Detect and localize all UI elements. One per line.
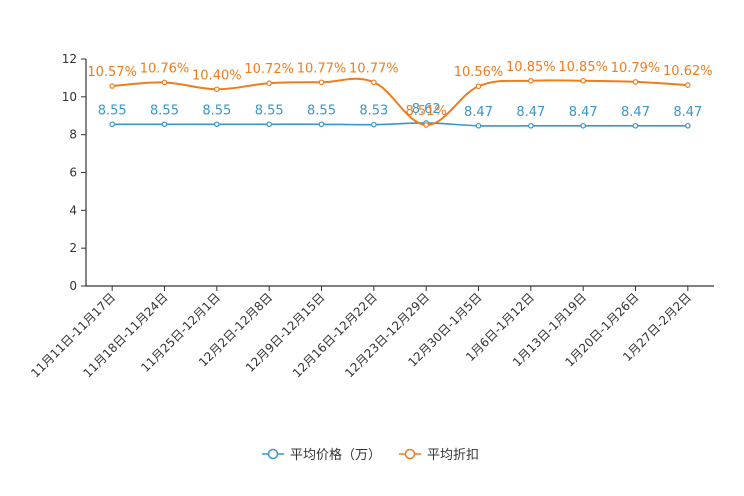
data-label: 10.62% [663, 64, 713, 79]
data-point[interactable] [632, 79, 639, 85]
legend-marker-icon [267, 448, 279, 460]
data-point[interactable] [580, 77, 586, 84]
data-label: 10.56% [454, 65, 504, 80]
data-point[interactable] [580, 122, 586, 129]
data-point[interactable] [423, 122, 429, 128]
series-group [109, 77, 691, 129]
y-tick-label: 2 [69, 241, 77, 255]
data-label: 8.47 [464, 105, 493, 120]
data-point[interactable] [266, 121, 272, 128]
y-tick-label: 10 [62, 90, 77, 104]
series-line-1 [112, 77, 688, 127]
y-tick-label: 8 [69, 128, 77, 142]
data-point[interactable] [161, 79, 168, 86]
data-point[interactable] [475, 122, 482, 129]
data-label: 10.76% [140, 61, 190, 76]
data-label: 10.72% [244, 62, 294, 77]
data-label: 10.85% [506, 60, 556, 75]
data-point[interactable] [109, 121, 115, 128]
legend-marker-icon [404, 448, 416, 460]
data-label: 10.77% [349, 61, 399, 76]
data-label: 8.55 [255, 103, 284, 118]
x-tick-label: 11月11日-11月17日 [28, 290, 118, 380]
y-tick-label: 0 [69, 279, 77, 293]
series-line-0 [112, 122, 688, 127]
data-point[interactable] [109, 83, 115, 89]
data-point[interactable] [685, 122, 691, 129]
data-point[interactable] [371, 121, 377, 128]
data-label: 8.55 [202, 103, 231, 118]
data-label: 10.40% [192, 68, 242, 83]
data-point[interactable] [318, 121, 325, 128]
data-label: 8.47 [569, 105, 598, 120]
data-label: 8.51% [406, 104, 447, 119]
y-tick-label: 6 [69, 166, 77, 180]
data-point[interactable] [475, 83, 482, 90]
legend-item-0[interactable]: 平均价格（万） [262, 447, 381, 463]
data-label: 8.62 [412, 102, 441, 117]
data-point[interactable] [528, 122, 534, 129]
y-tick-label: 4 [69, 203, 77, 217]
data-label: 8.53 [359, 104, 388, 119]
data-point[interactable] [214, 86, 220, 93]
legend-label: 平均价格（万） [290, 447, 381, 463]
legend[interactable]: 平均价格（万） 平均折扣 [262, 447, 479, 463]
data-point[interactable] [318, 79, 325, 86]
legend-label: 平均折扣 [427, 448, 479, 463]
y-tick-label: 12 [62, 52, 77, 66]
data-point[interactable] [161, 121, 168, 128]
legend-item-1[interactable]: 平均折扣 [399, 448, 479, 463]
data-label: 8.55 [307, 103, 336, 118]
data-point[interactable] [266, 80, 272, 87]
axes: 02468101211月11日-11月17日11月18日-11月24日11月25… [28, 52, 714, 380]
data-label: 8.55 [98, 103, 127, 118]
data-point[interactable] [528, 77, 534, 84]
data-label: 8.47 [673, 105, 702, 120]
data-label: 8.55 [150, 103, 179, 118]
data-point[interactable] [371, 79, 377, 86]
data-label: 10.79% [611, 61, 661, 76]
data-point[interactable] [214, 121, 220, 128]
data-label: 8.47 [621, 105, 650, 120]
data-label: 10.77% [297, 61, 347, 76]
data-labels-group: 8.55 8.55 8.55 8.55 8.55 8.53 8.62 8.47 8.47 8.47… [87, 60, 712, 120]
data-label: 10.85% [558, 60, 608, 75]
data-point[interactable] [632, 122, 639, 129]
data-label: 8.47 [516, 105, 545, 120]
data-point[interactable] [685, 82, 691, 88]
data-label: 10.57% [87, 65, 137, 80]
